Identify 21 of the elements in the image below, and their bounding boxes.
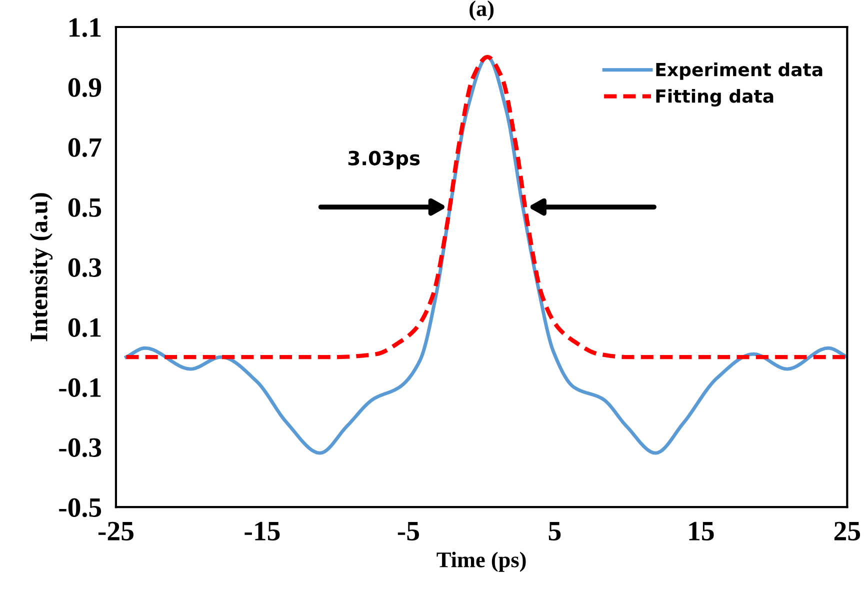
y-tick-label: -0.1 [59,378,101,398]
y-axis-title: Intensity (a.u) [30,193,53,342]
y-tick-label: 0.9 [68,78,102,98]
annotation: 3.03ps [348,150,420,170]
y-tick-label: 0.1 [68,318,101,338]
x-tick-label: -15 [244,522,280,541]
x-tick-label: 25 [834,522,860,541]
y-tick-label: 0.7 [68,138,102,158]
chart-title: (a) [470,0,494,21]
y-tick-label: 0.5 [68,198,102,218]
y-tick-label: 1.1 [70,18,101,38]
x-tick-label: 5 [548,522,561,541]
x-tick-label: -5 [398,522,419,541]
x-tick-label: 15 [689,522,714,541]
y-tick-label: 0.3 [68,258,102,278]
x-axis-title: Time (ps) [436,552,526,572]
y-tick-label: -0.3 [59,438,102,458]
y-tick-label: -0.5 [59,498,102,518]
x-tick-label: -25 [98,522,134,541]
legend-label: Experiment data [656,62,822,80]
legend-label: Fitting data [656,88,774,107]
